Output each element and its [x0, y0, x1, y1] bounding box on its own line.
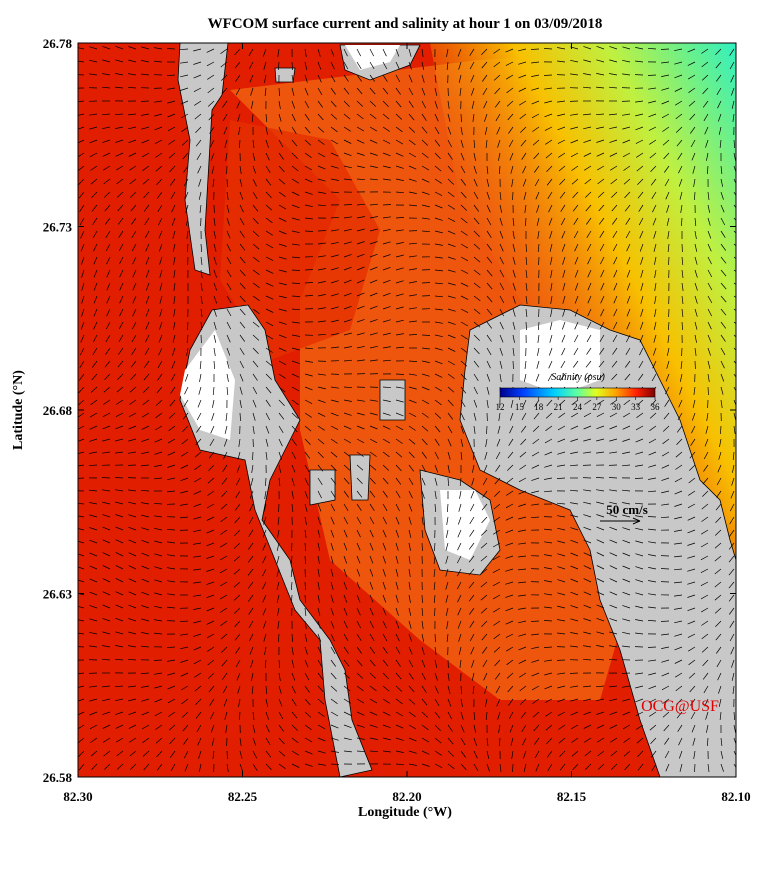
current-vector	[422, 335, 430, 336]
y-tick-label: 26.68	[43, 403, 73, 418]
current-vector	[292, 543, 293, 551]
current-vector	[279, 504, 280, 512]
current-vector	[396, 374, 404, 375]
current-vector	[167, 49, 175, 50]
current-vector	[526, 244, 527, 252]
colorbar-tick-label: 33	[631, 402, 641, 412]
current-vector	[227, 751, 228, 759]
scale-label: 50 cm/s	[606, 502, 648, 517]
current-vector	[544, 75, 552, 76]
current-vector	[513, 361, 514, 369]
current-vector	[305, 231, 313, 232]
current-vector	[141, 101, 149, 102]
current-vector	[422, 543, 423, 551]
x-axis-label: Longitude (°W)	[358, 805, 452, 820]
current-vector	[422, 595, 423, 603]
current-vector	[305, 582, 306, 590]
y-axis-label: Latitude (°N)	[11, 370, 26, 450]
y-tick-label: 26.78	[43, 36, 73, 51]
current-vector	[461, 114, 462, 122]
colorbar-title: Salinity (psu)	[551, 372, 605, 383]
colorbar-tick-label: 36	[651, 402, 661, 412]
title: WFCOM surface current and salinity at ho…	[208, 16, 603, 32]
current-vector	[76, 647, 84, 648]
x-tick-label: 82.30	[63, 789, 92, 804]
salinity-field	[76, 43, 740, 777]
current-vector	[76, 478, 84, 479]
credit: OCG@USF	[641, 698, 719, 715]
colorbar-tick-label: 30	[612, 402, 622, 412]
current-vector	[305, 270, 313, 271]
current-vector	[648, 647, 656, 648]
current-vector	[305, 556, 306, 564]
current-vector	[531, 49, 539, 50]
current-vector	[253, 452, 254, 460]
current-vector	[76, 75, 84, 76]
current-vector	[513, 764, 514, 772]
current-vector	[622, 673, 630, 674]
current-vector	[531, 621, 539, 622]
current-vector	[661, 569, 669, 570]
current-vector	[539, 257, 540, 265]
colorbar-tick-label: 18	[534, 402, 544, 412]
current-vector	[648, 517, 656, 518]
current-vector	[648, 75, 656, 76]
current-vector	[383, 205, 391, 206]
colorbar-tick-label: 21	[554, 402, 563, 412]
current-vector	[102, 478, 110, 479]
current-vector	[154, 660, 162, 661]
colorbar-tick-label: 27	[592, 402, 602, 412]
current-vector	[609, 478, 617, 479]
current-vector	[695, 764, 696, 772]
y-tick-label: 26.63	[43, 587, 73, 602]
colorbar-tick-label: 12	[496, 402, 505, 412]
current-vector	[435, 608, 436, 616]
y-tick-label: 26.73	[43, 220, 73, 235]
current-vector	[669, 257, 670, 265]
colorbar-tick-label: 24	[573, 402, 583, 412]
y-tick-label: 26.58	[43, 770, 73, 785]
current-vector	[661, 621, 669, 622]
x-tick-label: 82.20	[392, 789, 421, 804]
current-vector	[487, 426, 488, 434]
x-tick-label: 82.10	[721, 789, 750, 804]
current-vector	[708, 387, 709, 395]
current-vector	[435, 634, 436, 642]
colorbar-ramp	[500, 388, 655, 397]
x-tick-label: 82.15	[557, 789, 587, 804]
current-vector	[188, 322, 189, 330]
x-tick-label: 82.25	[228, 789, 258, 804]
current-vector	[661, 49, 669, 50]
current-vector	[570, 673, 578, 674]
colorbar-tick-label: 15	[515, 402, 525, 412]
current-vector	[422, 283, 430, 284]
current-vector	[513, 192, 514, 200]
current-vector	[318, 231, 326, 232]
